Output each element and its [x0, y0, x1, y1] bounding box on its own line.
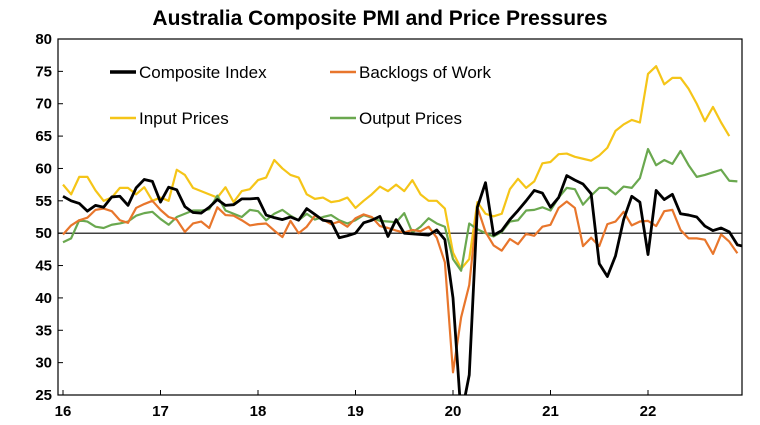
legend-item-composite-index: Composite Index: [110, 63, 267, 82]
y-tick-label: 80: [35, 31, 52, 48]
y-tick-label: 50: [35, 225, 52, 242]
legend-label: Backlogs of Work: [359, 63, 491, 82]
x-tick-label: 17: [152, 403, 169, 420]
plot-frame: [57, 38, 743, 396]
x-tick-label: 20: [445, 403, 462, 420]
legend-item-output-prices: Output Prices: [330, 109, 462, 128]
legend-label: Composite Index: [139, 63, 267, 82]
y-tick-label: 35: [35, 322, 52, 339]
plot-area: 25 30 35 40 45 50 55 60 65 70 75 80 16 17 18 19 20 21 22: [35, 31, 743, 420]
series-line-composite-index: [62, 174, 742, 395]
y-tick-label: 25: [35, 387, 52, 404]
y-tick-label: 75: [35, 63, 52, 80]
x-tick-label: 21: [542, 403, 559, 420]
y-tick-label: 40: [35, 290, 52, 307]
y-tick-label: 55: [35, 193, 52, 210]
series-line-output-prices: [62, 147, 738, 272]
chart-title: Australia Composite PMI and Price Pressu…: [152, 7, 607, 30]
y-tick-label: 30: [35, 355, 52, 372]
x-tick-label: 19: [347, 403, 364, 420]
y-tick-label: 70: [35, 96, 52, 113]
x-tick-label: 16: [55, 403, 72, 420]
series-line-input-prices: [62, 65, 731, 270]
legend-item-input-prices: Input Prices: [110, 109, 229, 128]
legend-item-backlogs-of-work: Backlogs of Work: [330, 63, 491, 82]
legend-label: Input Prices: [139, 109, 229, 128]
chart-legend: Composite Index Backlogs of Work Input Pri…: [110, 63, 491, 128]
x-tick-label: 18: [250, 403, 267, 420]
y-tick-label: 65: [35, 128, 52, 145]
y-tick-label: 60: [35, 160, 52, 177]
y-tick-label: 45: [35, 258, 52, 275]
legend-label: Output Prices: [359, 109, 462, 128]
x-tick-label: 22: [640, 403, 657, 420]
